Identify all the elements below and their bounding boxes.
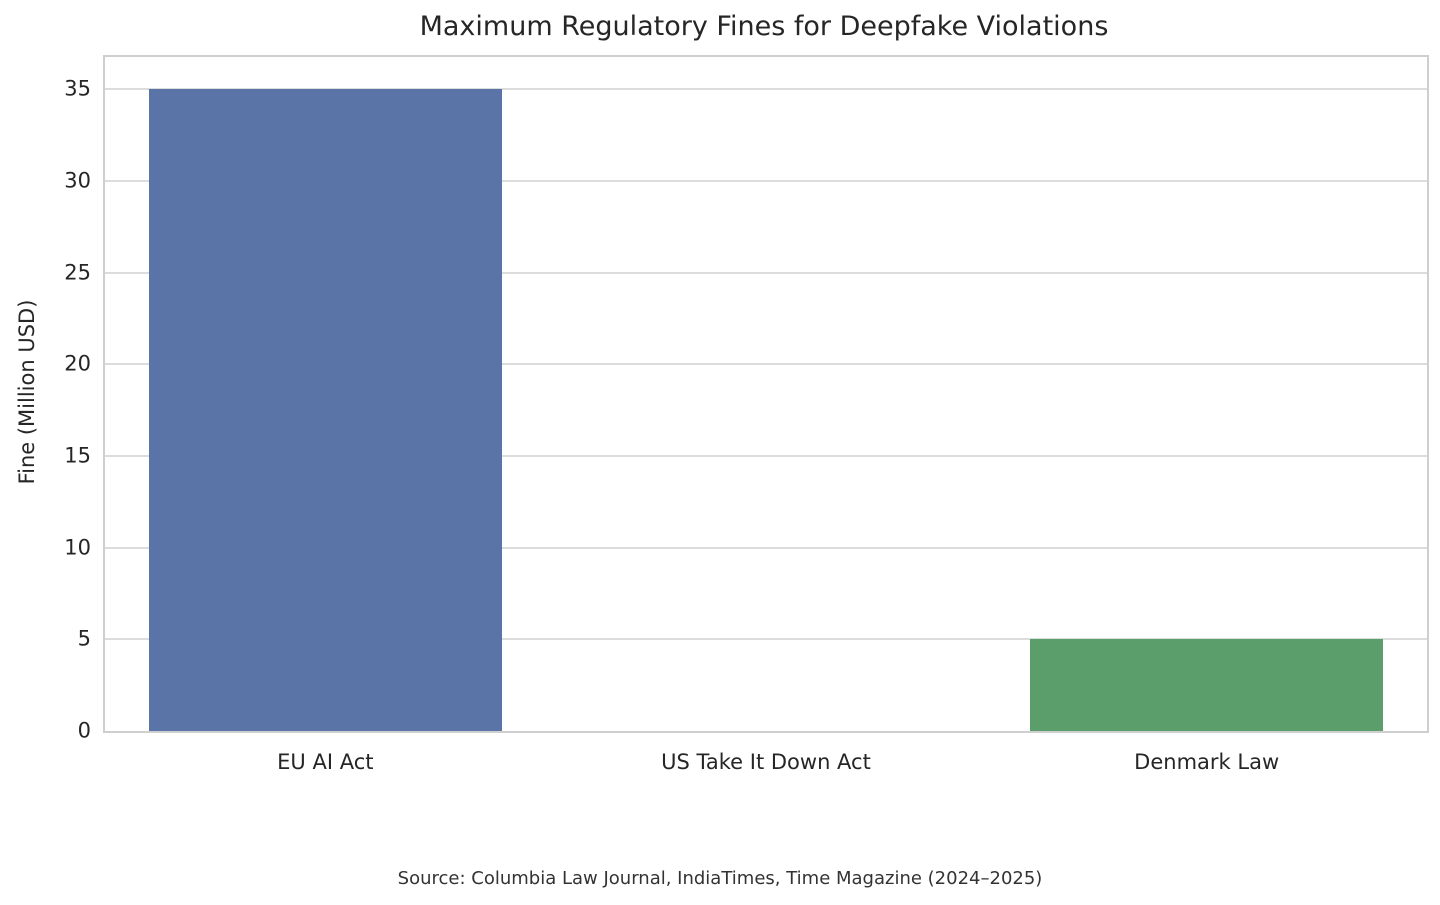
y-tick-label: 15 — [64, 443, 91, 468]
gridline — [105, 179, 1427, 182]
x-tick-label: US Take It Down Act — [661, 750, 871, 774]
gridline — [105, 546, 1427, 549]
gridline — [105, 638, 1427, 641]
y-tick-label: 25 — [64, 260, 91, 284]
bar — [149, 89, 502, 731]
x-tick-label: EU AI Act — [277, 750, 374, 774]
bar — [1030, 639, 1383, 731]
source-note: Source: Columbia Law Journal, IndiaTimes… — [397, 868, 1043, 889]
y-tick-label: 35 — [64, 76, 91, 101]
y-tick-label: 10 — [64, 535, 91, 560]
chart-title: Maximum Regulatory Fines for Deepfake Vi… — [419, 11, 1109, 42]
y-tick-label: 20 — [64, 351, 91, 376]
gridline — [105, 363, 1427, 366]
y-tick-label: 0 — [77, 718, 91, 743]
y-axis-label: Fine (Million USD) — [15, 299, 39, 485]
y-tick-label: 5 — [77, 626, 91, 651]
plot-area: 0 5 10 15 20 25 30 35 EU AI Act US Take It Down A… — [64, 55, 1429, 773]
gridline — [105, 88, 1427, 91]
y-tick-label: 30 — [64, 168, 91, 193]
gridline — [105, 454, 1427, 457]
x-tick-label: Denmark Law — [1134, 750, 1280, 774]
gridline — [105, 271, 1427, 274]
